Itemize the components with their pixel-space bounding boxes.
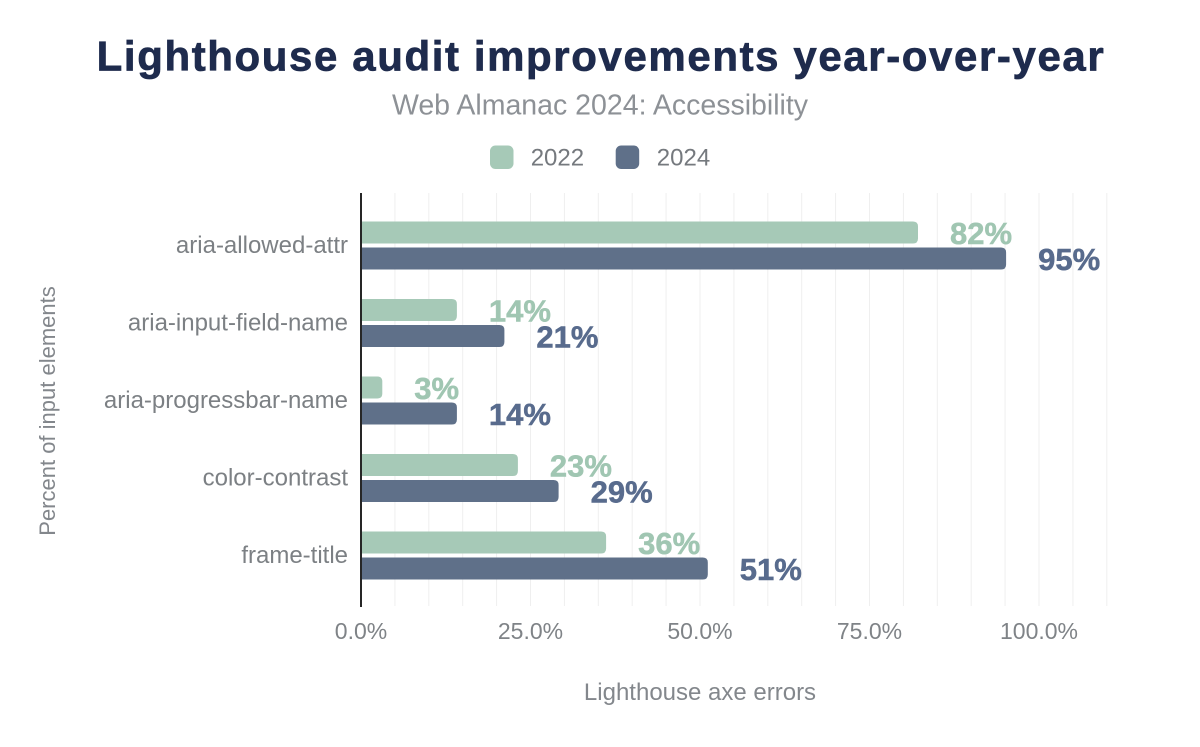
svg-text:14%: 14% <box>489 397 551 432</box>
svg-text:25.0%: 25.0% <box>498 618 563 644</box>
svg-text:2024: 2024 <box>657 145 710 172</box>
svg-text:2022: 2022 <box>531 145 584 172</box>
svg-text:frame-title: frame-title <box>241 542 348 569</box>
svg-text:3%: 3% <box>414 371 459 406</box>
svg-text:36%: 36% <box>638 526 700 561</box>
svg-text:95%: 95% <box>1038 242 1100 277</box>
svg-text:Percent of input elements: Percent of input elements <box>35 286 60 535</box>
svg-text:21%: 21% <box>536 319 598 354</box>
svg-text:82%: 82% <box>950 216 1012 251</box>
svg-text:Web Almanac 2024: Accessibilit: Web Almanac 2024: Accessibility <box>392 90 809 122</box>
svg-text:Lighthouse axe errors: Lighthouse axe errors <box>584 679 816 706</box>
svg-text:51%: 51% <box>740 552 802 587</box>
svg-text:23%: 23% <box>550 448 612 483</box>
svg-text:color-contrast: color-contrast <box>203 465 349 492</box>
svg-text:0.0%: 0.0% <box>335 618 387 644</box>
svg-text:100.0%: 100.0% <box>1000 618 1078 644</box>
svg-text:aria-progressbar-name: aria-progressbar-name <box>104 387 348 414</box>
svg-text:29%: 29% <box>591 474 653 509</box>
svg-text:aria-input-field-name: aria-input-field-name <box>128 310 348 337</box>
svg-text:14%: 14% <box>489 293 551 328</box>
svg-text:50.0%: 50.0% <box>667 618 732 644</box>
svg-text:75.0%: 75.0% <box>837 618 902 644</box>
svg-text:Lighthouse audit improvements: Lighthouse audit improvements year-over-… <box>97 33 1106 80</box>
svg-text:aria-allowed-attr: aria-allowed-attr <box>176 232 348 259</box>
